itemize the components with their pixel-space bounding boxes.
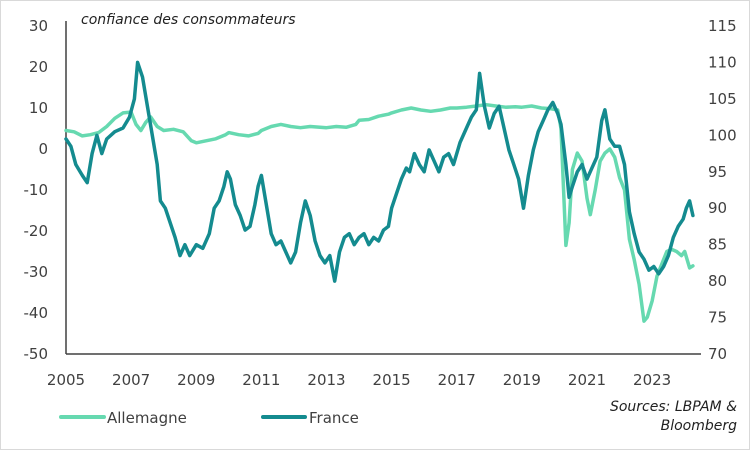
right-y-tick-labels: 115 110 105 100 95 90 85 80 75 70 [708, 17, 737, 363]
x-tick-label: 2021 [568, 371, 606, 389]
right-y-tick-label: 85 [708, 236, 727, 254]
x-tick-label: 2009 [177, 371, 215, 389]
x-tick-label: 2017 [438, 371, 476, 389]
left-y-tick-label: 0 [38, 140, 48, 158]
right-y-tick-label: 80 [708, 272, 727, 290]
x-tick-label: 2011 [242, 371, 280, 389]
left-y-tick-label: 20 [29, 58, 48, 76]
right-y-tick-label: 100 [708, 126, 737, 144]
series-lines [64, 60, 695, 323]
x-tick-label: 2005 [47, 371, 85, 389]
x-tick-label: 2023 [633, 371, 671, 389]
source-line-1: Sources: LBPAM & [610, 399, 737, 415]
x-tick-label: 2007 [112, 371, 150, 389]
x-tick-labels: 2005 2007 2009 2011 2013 2015 2017 2019 2021 2023 [47, 371, 671, 389]
series-line-allemagne [64, 102, 695, 323]
left-y-tick-label: 10 [29, 99, 48, 117]
left-y-tick-labels: 30 20 10 0 -10 -20 -30 -40 -50 [24, 17, 49, 363]
left-y-tick-label: -50 [24, 345, 49, 363]
right-y-tick-label: 75 [708, 309, 727, 327]
right-y-tick-label: 70 [708, 345, 727, 363]
left-y-tick-label: 30 [29, 17, 48, 35]
left-y-tick-label: -40 [24, 304, 49, 322]
right-y-tick-label: 105 [708, 90, 737, 108]
series-line-france [64, 60, 695, 283]
chart-title: confiance des consommateurs [81, 12, 296, 28]
right-y-tick-label: 90 [708, 199, 727, 217]
right-y-tick-label: 110 [708, 53, 737, 71]
x-tick-label: 2013 [307, 371, 345, 389]
x-tick-label: 2019 [503, 371, 541, 389]
legend-label-allemagne: Allemagne [107, 409, 187, 427]
source-line-2: Bloomberg [661, 418, 738, 434]
left-y-tick-label: -20 [24, 222, 49, 240]
legend-label-france: France [309, 409, 359, 427]
right-y-tick-label: 95 [708, 163, 727, 181]
x-tick-label: 2015 [373, 371, 411, 389]
left-y-tick-label: -10 [24, 181, 49, 199]
left-y-tick-label: -30 [24, 263, 49, 281]
legend: Allemagne France [59, 409, 359, 427]
right-y-tick-label: 115 [708, 17, 737, 35]
